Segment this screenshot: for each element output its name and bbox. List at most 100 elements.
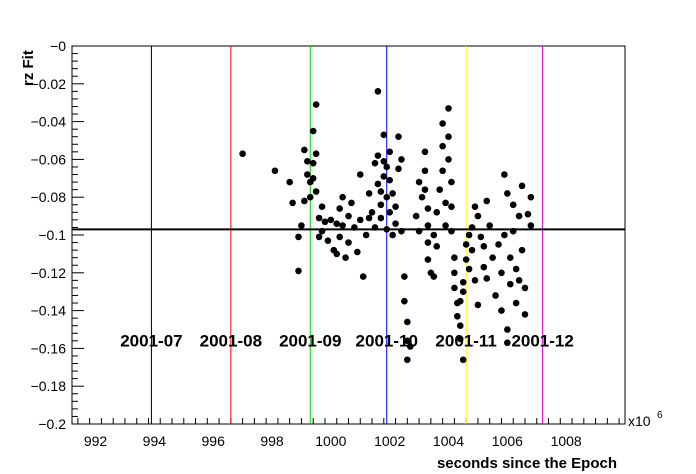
data-point [454,312,461,320]
data-point [304,157,311,165]
data-point [424,256,432,263]
x-axis-multiplier: x10 [628,413,651,429]
data-point [436,186,443,193]
month-labels: 2001-07 2001-08 2001-09 2001-10 2001-11 2001-… [120,332,574,351]
y-tick-label: −0.06 [31,151,67,167]
data-point [501,231,508,239]
data-point [315,214,323,222]
data-point [374,180,382,188]
month-label: 2001-09 [279,332,341,351]
data-point [377,214,385,222]
data-point [336,205,343,212]
data-point [489,254,496,261]
data-point [333,220,341,227]
data-point [421,167,429,175]
data-point [377,201,385,209]
data-point [386,176,393,184]
data-point [471,277,479,284]
data-point [386,148,393,156]
y-tick-label: −0.14 [31,303,67,319]
data-point [506,280,514,288]
y-tick-label: −0.04 [31,114,67,130]
data-point [504,339,511,347]
data-point [495,241,502,248]
data-point [401,297,408,305]
month-label: 2001-07 [120,332,182,351]
data-point [306,193,314,201]
data-point [430,273,438,280]
ticks-layer: 992 994 996 998 1000 1002 1004 1006 1008 −0 −0.02 −… [31,38,620,449]
data-point [421,148,429,156]
data-point [312,101,320,108]
data-point [318,203,326,210]
data-point [321,218,329,226]
data-point [424,239,432,246]
month-markers [150,46,544,424]
data-point [498,307,505,314]
data-point [312,150,320,158]
data-point [380,173,388,180]
data-point [492,292,499,299]
data-point [406,343,414,350]
data-point [459,288,467,296]
data-point [304,171,311,178]
data-point [239,150,246,158]
data-point [483,197,491,205]
month-label: 2001-08 [200,332,262,351]
data-point [501,171,508,178]
x-tick-label: 996 [202,433,226,449]
data-point [374,88,382,95]
data-point [395,133,402,141]
x-tick-label: 1000 [315,433,346,449]
data-point [439,120,446,127]
data-point [392,203,399,210]
data-point [468,246,476,254]
data-point [433,209,441,216]
data-point [480,243,488,250]
data-point [386,209,393,216]
data-point [404,318,411,326]
x-tick-label: 1002 [374,433,405,449]
data-point [365,214,373,222]
data-point [365,190,373,197]
y-axis-title: rz Fit [20,50,37,86]
data-point [524,210,532,218]
data-point [342,254,349,261]
data-point [445,133,452,141]
data-point [474,212,482,220]
y-tick-label: −0.12 [31,265,67,281]
x-tick-label: 1006 [492,433,523,449]
data-point [298,222,305,229]
data-point [451,254,458,261]
data-point [309,175,317,182]
x-tick-label: 998 [260,433,284,449]
data-point [362,231,370,239]
data-point [324,237,332,244]
data-point [456,322,464,330]
x-axis-multiplier-exponent: 6 [657,410,663,421]
data-point [424,222,432,229]
data-point [315,233,323,241]
data-point [412,212,420,220]
data-point [374,152,382,159]
data-point [486,222,493,229]
data-point [465,265,473,273]
data-point [404,337,411,345]
data-point [521,284,529,292]
data-point [421,186,429,193]
y-tick-label: −0.2 [38,416,66,432]
data-point [430,231,438,239]
data-point [504,190,511,197]
data-point [445,156,452,163]
y-tick-label: −0 [50,38,66,54]
data-point [521,311,529,318]
data-point [354,248,361,256]
data-point [295,233,302,241]
data-point [295,267,302,275]
data-point [392,220,399,227]
data-point [506,254,514,261]
data-point [345,239,352,246]
data-point [401,273,408,280]
data-point [395,165,402,173]
data-point [309,127,317,135]
